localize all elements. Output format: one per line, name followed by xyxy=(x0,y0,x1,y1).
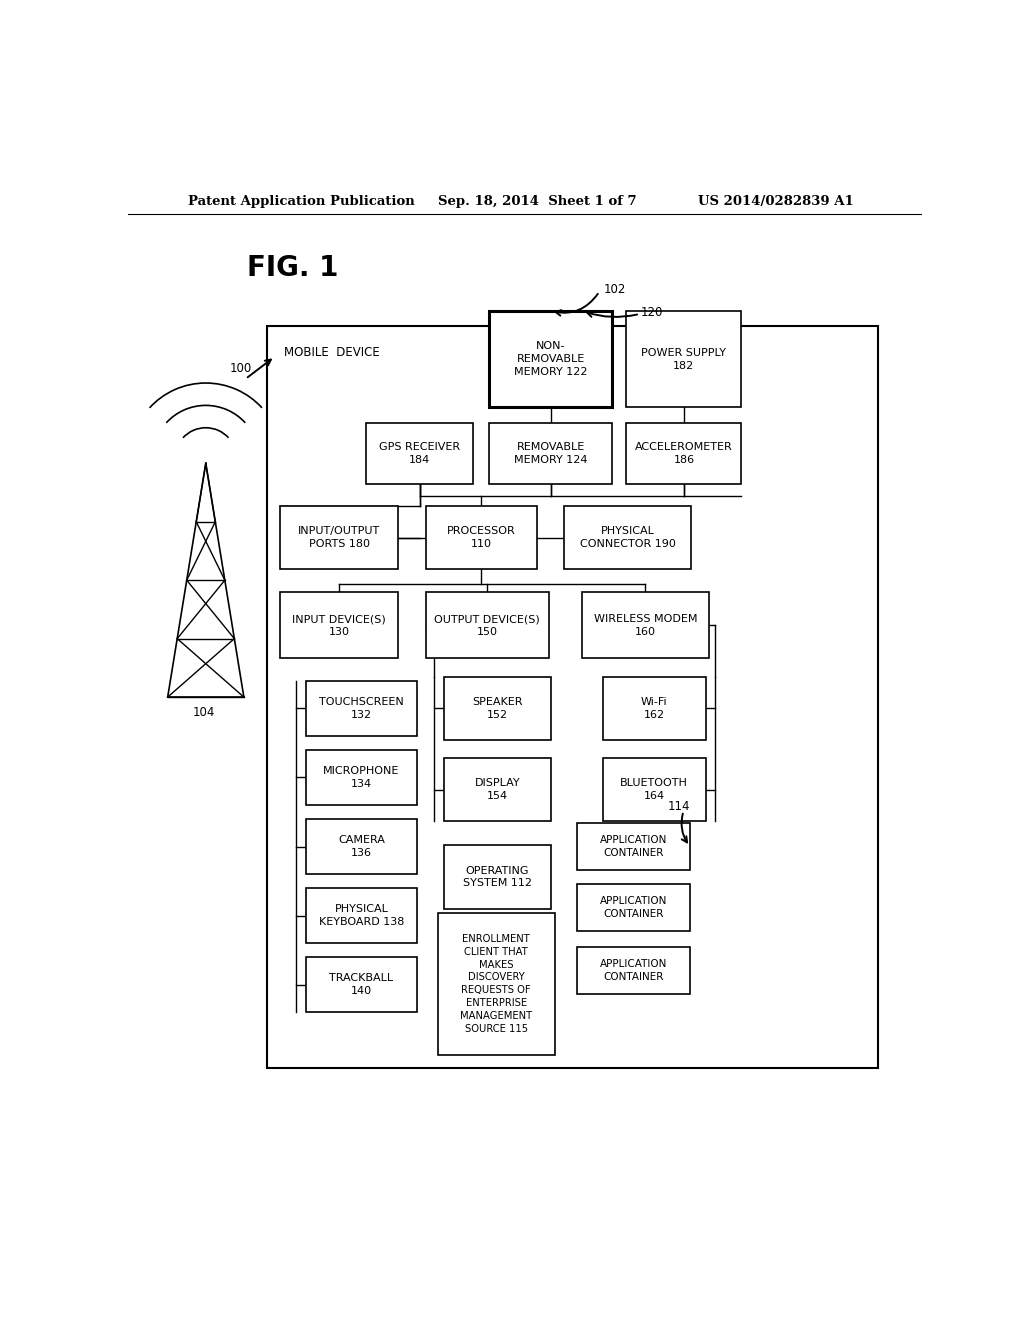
Text: BLUETOOTH
164: BLUETOOTH 164 xyxy=(621,779,688,801)
Bar xyxy=(627,422,741,483)
Text: INPUT/OUTPUT
PORTS 180: INPUT/OUTPUT PORTS 180 xyxy=(298,527,380,549)
Text: MICROPHONE
134: MICROPHONE 134 xyxy=(324,766,399,789)
Text: 102: 102 xyxy=(604,282,627,296)
Bar xyxy=(367,422,473,483)
Bar xyxy=(578,948,690,994)
Bar xyxy=(489,422,612,483)
Bar xyxy=(443,677,551,739)
Text: OPERATING
SYSTEM 112: OPERATING SYSTEM 112 xyxy=(463,866,531,888)
Text: US 2014/0282839 A1: US 2014/0282839 A1 xyxy=(697,194,854,207)
Text: SPEAKER
152: SPEAKER 152 xyxy=(472,697,522,719)
Bar xyxy=(602,677,706,739)
Text: 100: 100 xyxy=(229,362,252,375)
Bar xyxy=(437,912,555,1055)
Text: PROCESSOR
110: PROCESSOR 110 xyxy=(446,527,515,549)
Text: NON-
REMOVABLE
MEMORY 122: NON- REMOVABLE MEMORY 122 xyxy=(514,342,588,378)
Bar xyxy=(443,758,551,821)
Text: MOBILE  DEVICE: MOBILE DEVICE xyxy=(285,346,380,359)
Text: APPLICATION
CONTAINER: APPLICATION CONTAINER xyxy=(600,896,668,919)
Text: PHYSICAL
CONNECTOR 190: PHYSICAL CONNECTOR 190 xyxy=(580,527,676,549)
Bar xyxy=(578,884,690,931)
Text: OUTPUT DEVICE(S)
150: OUTPUT DEVICE(S) 150 xyxy=(434,614,540,636)
Bar xyxy=(602,758,706,821)
Text: REMOVABLE
MEMORY 124: REMOVABLE MEMORY 124 xyxy=(514,442,588,465)
Bar xyxy=(306,681,417,735)
Text: INPUT DEVICE(S)
130: INPUT DEVICE(S) 130 xyxy=(292,614,386,636)
Text: TRACKBALL
140: TRACKBALL 140 xyxy=(330,973,393,997)
Bar xyxy=(267,326,878,1068)
Text: CAMERA
136: CAMERA 136 xyxy=(338,836,385,858)
Bar xyxy=(306,750,417,805)
Text: FIG. 1: FIG. 1 xyxy=(247,255,338,282)
Text: ACCELEROMETER
186: ACCELEROMETER 186 xyxy=(635,442,733,465)
Text: TOUCHSCREEN
132: TOUCHSCREEN 132 xyxy=(318,697,403,719)
Text: WIRELESS MODEM
160: WIRELESS MODEM 160 xyxy=(594,614,697,636)
Text: PHYSICAL
KEYBOARD 138: PHYSICAL KEYBOARD 138 xyxy=(318,904,404,927)
Text: ENROLLMENT
CLIENT THAT
MAKES
DISCOVERY
REQUESTS OF
ENTERPRISE
MANAGEMENT
SOURCE : ENROLLMENT CLIENT THAT MAKES DISCOVERY R… xyxy=(460,935,532,1034)
Bar xyxy=(306,818,417,874)
Text: Wi-Fi
162: Wi-Fi 162 xyxy=(641,697,668,719)
Bar xyxy=(578,824,690,870)
Bar xyxy=(489,312,612,408)
Text: Sep. 18, 2014  Sheet 1 of 7: Sep. 18, 2014 Sheet 1 of 7 xyxy=(437,194,636,207)
Text: DISPLAY
154: DISPLAY 154 xyxy=(474,779,520,801)
Bar xyxy=(281,593,397,659)
Text: 104: 104 xyxy=(194,706,215,719)
Bar xyxy=(426,506,537,569)
Bar xyxy=(306,888,417,942)
Text: APPLICATION
CONTAINER: APPLICATION CONTAINER xyxy=(600,836,668,858)
Bar xyxy=(306,957,417,1012)
Bar xyxy=(627,312,741,408)
Bar xyxy=(564,506,691,569)
Text: GPS RECEIVER
184: GPS RECEIVER 184 xyxy=(379,442,460,465)
Text: POWER SUPPLY
182: POWER SUPPLY 182 xyxy=(641,347,726,371)
Text: Patent Application Publication: Patent Application Publication xyxy=(187,194,415,207)
Bar xyxy=(443,846,551,908)
Text: APPLICATION
CONTAINER: APPLICATION CONTAINER xyxy=(600,960,668,982)
Text: 114: 114 xyxy=(668,800,690,813)
Bar xyxy=(582,593,709,659)
Bar xyxy=(426,593,549,659)
Bar xyxy=(281,506,397,569)
Text: 120: 120 xyxy=(641,306,664,319)
